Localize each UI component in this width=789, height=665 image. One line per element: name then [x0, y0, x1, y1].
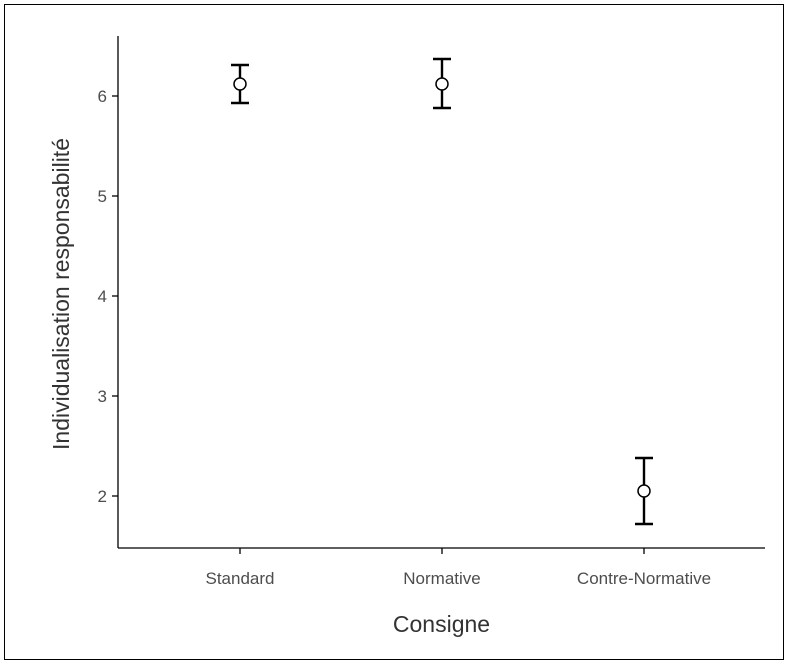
chart-frame — [4, 4, 784, 660]
y-tick-label: 2 — [98, 487, 107, 506]
data-marks — [231, 57, 653, 526]
y-axis-title: Individualisation responsabilité — [48, 138, 74, 450]
y-ticks: 2 3 4 5 6 — [98, 87, 118, 506]
data-point — [435, 77, 449, 91]
x-tick-label: Normative — [403, 569, 480, 588]
y-tick-label: 3 — [98, 387, 107, 406]
y-tick-label: 4 — [98, 287, 107, 306]
x-tick-label: Standard — [206, 569, 275, 588]
y-tick-label: 6 — [98, 87, 107, 106]
y-tick-label: 5 — [98, 187, 107, 206]
data-point — [233, 77, 247, 91]
x-ticks: Standard Normative Contre-Normative — [206, 548, 711, 588]
x-tick-label: Contre-Normative — [577, 569, 711, 588]
data-point — [637, 484, 651, 498]
x-axis-title: Consigne — [393, 611, 490, 637]
